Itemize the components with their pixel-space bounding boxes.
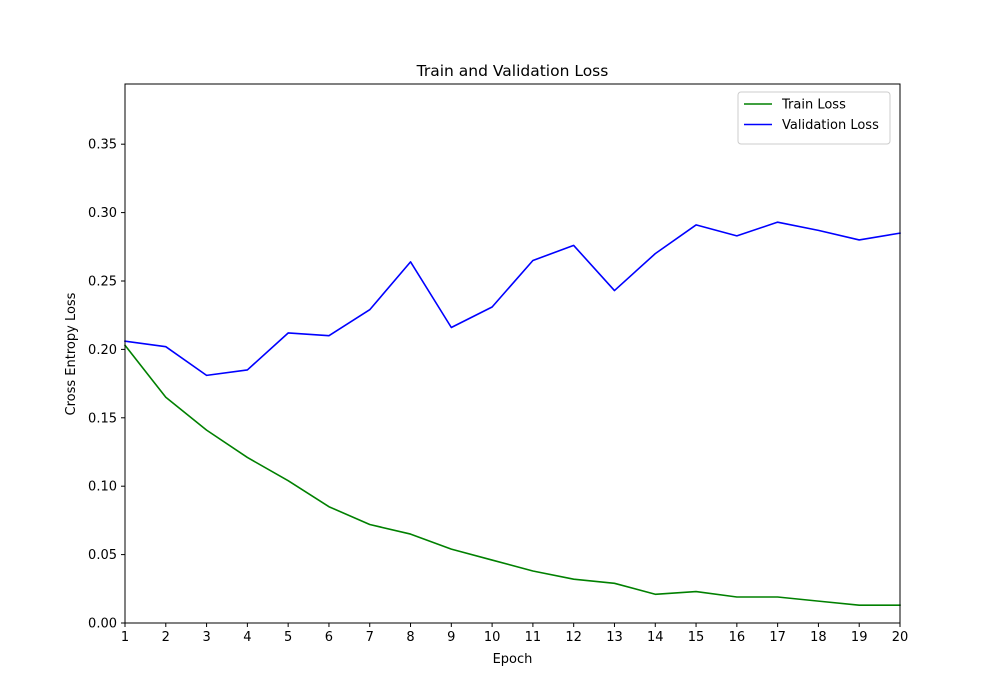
- y-tick-label: 0.15: [88, 411, 117, 426]
- x-tick-label: 6: [325, 630, 333, 645]
- y-tick-label: 0.30: [88, 206, 117, 221]
- x-tick-label: 5: [284, 630, 292, 645]
- x-tick-label: 18: [810, 630, 827, 645]
- series-line-validation-loss: [124, 221, 901, 377]
- series-line-train-loss: [123, 344, 901, 607]
- x-tick-label: 14: [647, 630, 664, 645]
- y-axis-title: Cross Entropy Loss: [64, 292, 79, 415]
- x-tick-label: 2: [162, 630, 170, 645]
- y-tick-label: 0.00: [88, 617, 117, 632]
- legend-box: [737, 91, 891, 145]
- y-tick-label: 0.20: [88, 343, 117, 358]
- y-tick-label: 0.05: [88, 548, 117, 563]
- x-axis-title: Epoch: [493, 652, 533, 667]
- plot-area: 1 2 3 4 5 6 7 8 9 10 11 12 13 14 15 16 17 18 19 200.000.050…: [88, 83, 909, 645]
- x-tick-label: 13: [606, 630, 623, 645]
- x-tick-label: 12: [565, 630, 582, 645]
- x-tick-label: 9: [447, 630, 455, 645]
- x-tick-label: 8: [406, 630, 414, 645]
- x-tick-label: 4: [243, 630, 251, 645]
- x-tick-label: 1: [121, 630, 129, 645]
- x-tick-label: 20: [892, 630, 909, 645]
- x-tick-label: 7: [366, 630, 374, 645]
- chart-title: Train and Validation Loss: [416, 62, 609, 80]
- x-tick-label: 19: [851, 630, 868, 645]
- legend-label-validation-loss: Validation Loss: [782, 118, 879, 133]
- x-tick-label: 11: [525, 630, 542, 645]
- legend: Train Loss Validation Loss: [737, 91, 891, 145]
- y-tick-label: 0.25: [88, 274, 117, 289]
- x-tick-label: 16: [729, 630, 746, 645]
- x-tick-label: 17: [769, 630, 786, 645]
- y-tick-label: 0.10: [88, 480, 117, 495]
- legend-label-train-loss: Train Loss: [781, 98, 846, 113]
- x-tick-label: 10: [484, 630, 501, 645]
- y-tick-label: 0.35: [88, 138, 117, 153]
- axes-frame: [124, 83, 901, 624]
- x-tick-label: 15: [688, 630, 705, 645]
- x-tick-label: 3: [202, 630, 210, 645]
